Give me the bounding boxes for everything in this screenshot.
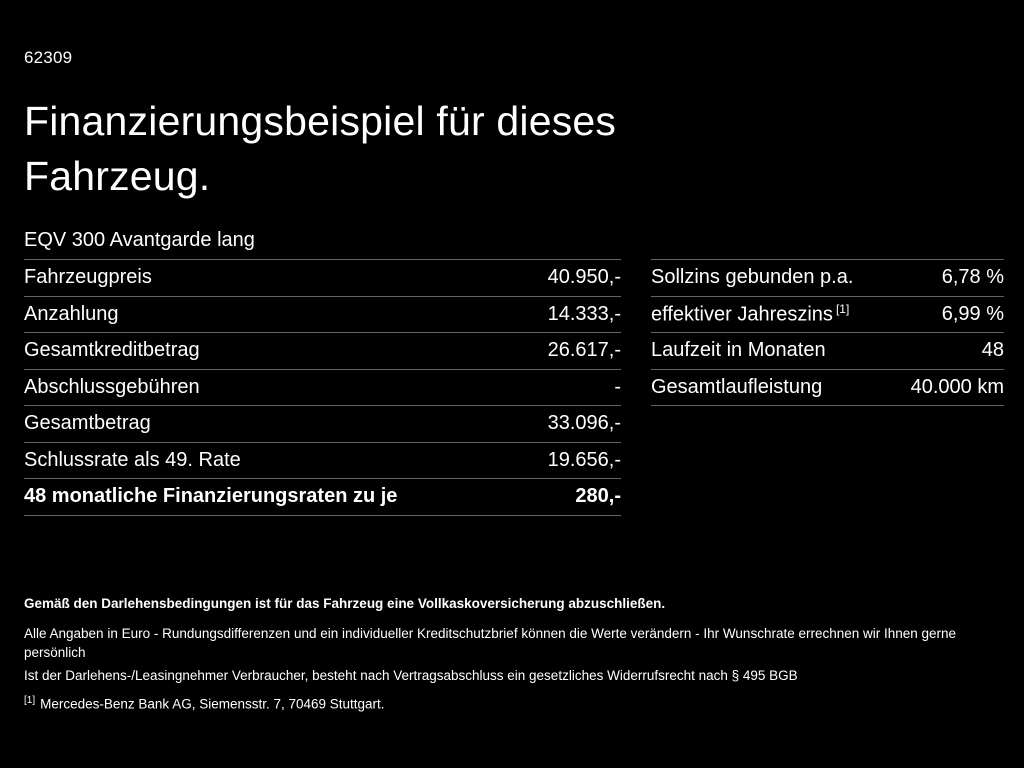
doc-id: 62309 [24, 48, 73, 67]
row-value: 14.333,- [547, 302, 621, 325]
table-row-monthly-rate: 48 monatliche Finanzierungsraten zu je 2… [24, 478, 621, 515]
table-row: Gesamtlaufleistung 40.000 km [651, 368, 1004, 406]
financing-table-left: Fahrzeugpreis 40.950,- Anzahlung 14.333,… [24, 259, 621, 516]
table-row: Abschlussgebühren - [24, 368, 621, 406]
table-row: Gesamtkreditbetrag 26.617,- [24, 332, 621, 369]
row-label: Schlussrate als 49. Rate [24, 448, 241, 471]
insurance-note: Gemäß den Darlehensbedingungen ist für d… [24, 596, 666, 611]
row-value: 33.096,- [547, 412, 621, 435]
table-row: Sollzins gebunden p.a. 6,78 % [651, 259, 1004, 296]
row-label: Abschlussgebühren [24, 375, 200, 398]
row-value: 280,- [575, 485, 621, 508]
footnote-text: Mercedes-Benz Bank AG, Siemensstr. 7, 70… [40, 696, 385, 712]
page-title: Finanzierungsbeispiel für dieses Fahrzeu… [24, 98, 617, 199]
table-row: Gesamtbetrag 33.096,- [24, 405, 621, 442]
withdrawal-note: Ist der Darlehens-/Leasingnehmer Verbrau… [24, 667, 798, 683]
bank-footnote: [1] Mercedes-Benz Bank AG, Siemensstr. 7,… [24, 694, 1000, 714]
row-value: 26.617,- [547, 339, 621, 362]
row-value: 6,99 % [941, 302, 1004, 325]
row-value: 19.656,- [547, 448, 621, 471]
vehicle-model: EQV 300 Avantgarde lang [24, 229, 255, 252]
row-value: - [614, 375, 621, 398]
legal-footer: Gemäß den Darlehensbedingungen ist für d… [24, 594, 1000, 714]
footnote-marker: [1] [835, 301, 850, 316]
row-label: Laufzeit in Monaten [651, 339, 826, 362]
row-value: 48 [981, 339, 1004, 362]
euro-note: Alle Angaben in Euro - Rundungsdifferenz… [24, 625, 957, 661]
row-label: Fahrzeugpreis [24, 266, 152, 289]
table-row: Anzahlung 14.333,- [24, 295, 621, 333]
table-row: Fahrzeugpreis 40.950,- [24, 259, 621, 296]
row-value: 40.950,- [547, 266, 621, 289]
table-row: effektiver Jahreszins [1] 6,99 % [651, 295, 1004, 333]
row-label: 48 monatliche Finanzierungsraten zu je [24, 485, 398, 508]
table-row: Laufzeit in Monaten 48 [651, 332, 1004, 369]
financing-table-right: Sollzins gebunden p.a. 6,78 % effektiver… [651, 259, 1004, 407]
table-row: Schlussrate als 49. Rate 19.656,- [24, 441, 621, 479]
row-label: Sollzins gebunden p.a. [651, 266, 854, 289]
footnote-marker: [1] [24, 695, 36, 707]
row-value: 40.000 km [910, 375, 1004, 398]
financing-page: 62309 Finanzierungsbeispiel für dieses F… [24, 48, 1004, 516]
row-label: Gesamtlaufleistung [651, 375, 823, 398]
row-label: Gesamtbetrag [24, 412, 151, 435]
row-value: 6,78 % [941, 266, 1004, 289]
financing-tables: Fahrzeugpreis 40.950,- Anzahlung 14.333,… [24, 259, 1004, 516]
row-label: effektiver Jahreszins [1] [651, 301, 850, 326]
row-label: Anzahlung [24, 302, 119, 325]
row-label: Gesamtkreditbetrag [24, 339, 200, 362]
